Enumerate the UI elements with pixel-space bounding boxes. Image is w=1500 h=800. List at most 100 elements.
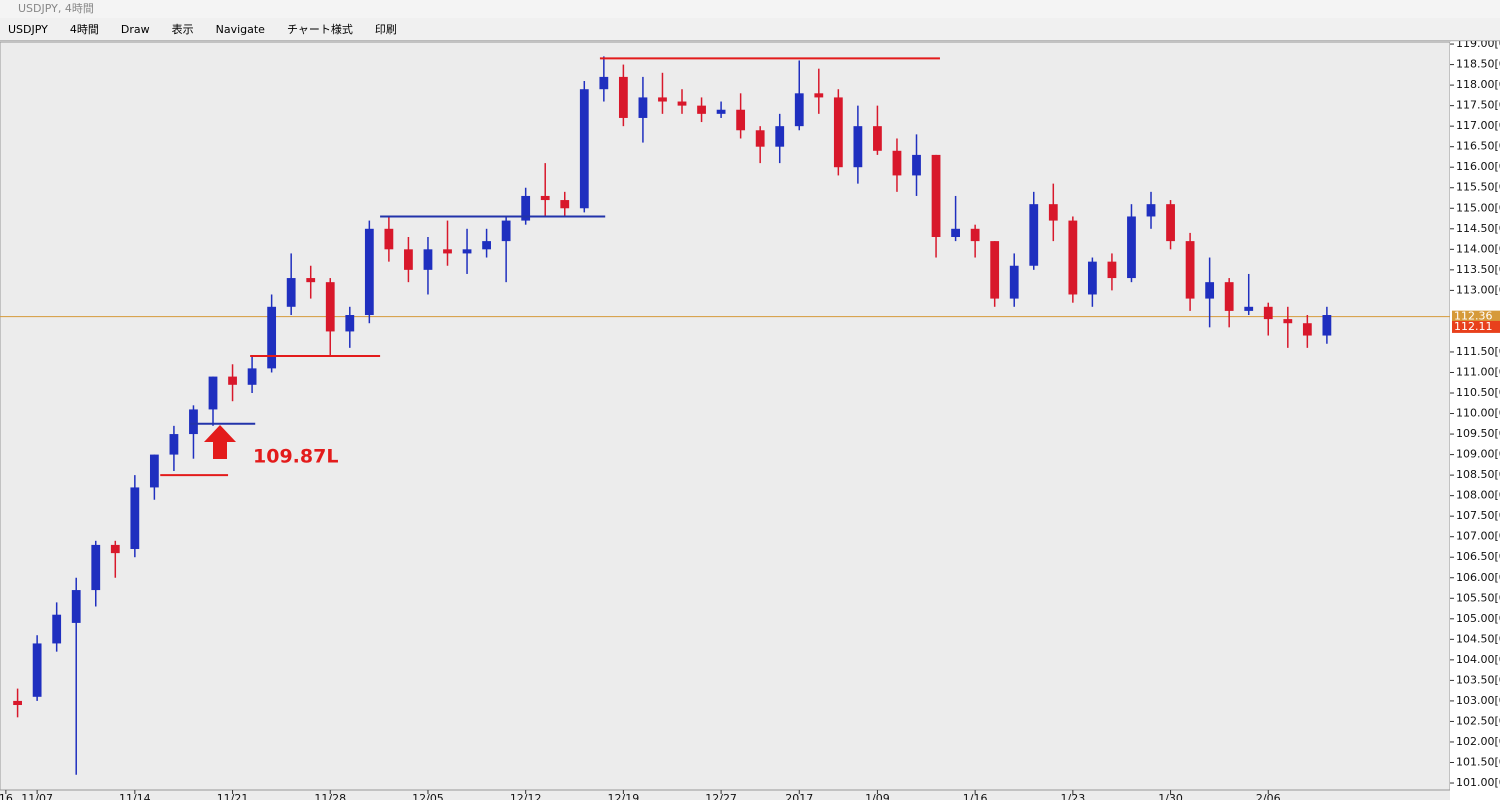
y-tick-label: 117.50[0 [1456,99,1500,112]
candle-body [521,195,531,221]
candle-body [501,220,511,242]
candle-body [1146,204,1156,217]
x-tick-label: 11/07 [21,792,53,800]
toolbar-button[interactable]: 4時間 [69,23,99,36]
candle-body [423,249,433,270]
y-tick-label: 109.00[0 [1456,448,1500,461]
candle-body [697,105,706,114]
candle-body [364,228,374,316]
x-tick-label: 11/14 [119,792,151,800]
y-tick-label: 105.00[0 [1456,612,1500,625]
candle-body [579,89,589,209]
candle-body [638,97,648,118]
candle-body [1224,282,1234,311]
y-tick-label: 115.50[0 [1456,181,1500,194]
y-tick-label: 109.50[0 [1456,427,1500,440]
toolbar-button[interactable]: 印刷 [374,23,397,36]
candle-body [970,228,980,242]
candle-body [1107,261,1117,279]
candle-body [110,544,120,554]
candle-body [1263,306,1273,320]
x-tick-label: 12/12 [510,792,542,800]
y-tick-label: 101.00[0 [1456,776,1500,789]
candle-body [52,614,62,644]
y-tick-label: 117.00[0 [1456,119,1500,132]
candle-body [736,109,746,131]
y-tick-label: 110.50[0 [1456,386,1500,399]
candle-body [951,228,960,238]
annotation: 109.87L [253,446,338,468]
x-tick-label: 11/28 [314,792,346,800]
x-tick-label: 2/06 [1256,792,1281,800]
candle-body [775,126,785,147]
y-tick-label: 104.00[0 [1456,653,1500,666]
y-tick-label: 106.50[0 [1456,550,1500,563]
y-tick-label: 110.00[0 [1456,407,1500,420]
toolbar-button[interactable]: USDJPY [8,22,48,36]
candle-body [13,700,22,706]
y-tick-label: 118.00[0 [1456,78,1500,91]
x-tick-label: 12/19 [608,792,640,800]
candle-body [677,101,687,106]
chart: 119.00[0 118.50[0 118.00[0 117.50[0 117.00[0… [0,41,1500,800]
candle-body [814,93,824,98]
candle-body [794,93,804,127]
candle-body [71,590,81,623]
toolbar-button[interactable]: Navigate [215,22,265,36]
candle-body [833,97,843,168]
bid-price-tag [1452,320,1500,333]
candle-body [1185,241,1195,299]
y-tick-label: 107.50[0 [1456,509,1500,522]
candle-body [1166,204,1175,242]
candle-body [540,195,550,201]
candle-body [1205,282,1215,299]
candle-body [32,643,42,697]
y-tick-label: 111.00[0 [1456,365,1500,378]
candle-body [228,376,237,385]
x-tick-label: 12/27 [705,792,737,800]
x-tick-label: 12/05 [412,792,444,800]
last-price-label: 112.36 [1454,310,1493,323]
candle-body [462,249,472,254]
candle-body [1283,319,1293,324]
candle-body [306,278,316,283]
y-tick-label: 103.00[0 [1456,694,1500,707]
candle-body [755,130,765,147]
candle-body [1068,220,1078,295]
price-axis [1450,42,1500,800]
candle-body [716,109,726,114]
y-tick-label: 114.00[0 [1456,242,1500,255]
y-tick-label: 107.00[0 [1456,530,1500,543]
candle-body [1009,265,1019,299]
y-tick-label: 102.00[0 [1456,735,1500,748]
candle-body [189,409,198,435]
candle-body [91,544,101,591]
toolbar-button[interactable]: Draw [120,22,150,36]
y-tick-label: 105.50[0 [1456,591,1500,604]
candle-body [1244,306,1254,311]
candle-body [853,126,863,168]
y-tick-label: 108.50[0 [1456,468,1500,481]
y-tick-label: 116.50[0 [1456,140,1500,153]
candle-body [560,200,570,209]
candle-body [482,241,491,250]
y-tick-label: 108.00[0 [1456,489,1500,502]
candle-body [443,249,452,254]
y-tick-label: 111.50[0 [1456,345,1500,358]
candle-body [404,249,413,270]
candle-body [658,97,667,102]
toolbar-button[interactable]: 表示 [171,23,194,36]
y-tick-label: 115.00[0 [1456,201,1500,214]
candle-body [1048,204,1058,221]
candle-body [247,368,257,385]
y-tick-label: 114.50[0 [1456,222,1500,235]
y-tick-label: 119.00[0 [1456,41,1500,50]
candle-body [384,228,394,250]
toolbar-button[interactable]: チャート様式 [286,23,353,36]
plot-area [0,41,1451,791]
y-tick-label: 102.50[0 [1456,714,1500,727]
toolbar: USDJPY 4時間 Draw 表示 Navigate チャート様式 印刷 [0,18,1500,41]
candle-body [931,154,941,238]
candle-body [169,434,179,455]
